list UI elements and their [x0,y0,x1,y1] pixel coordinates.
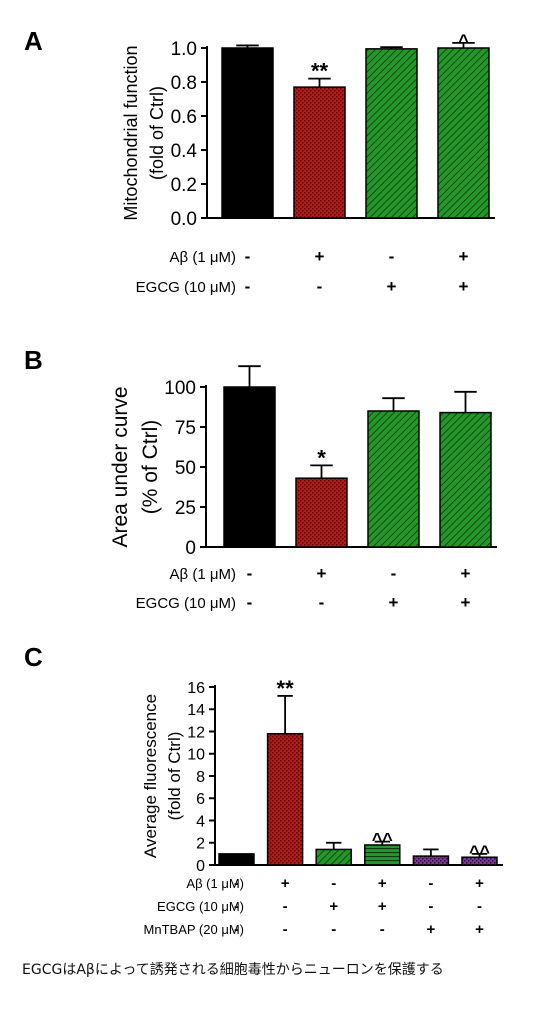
y-tick-label: 10 [187,747,205,764]
condition-mark: - [234,898,239,915]
condition-mark: - [234,921,239,938]
condition-mark: - [245,277,251,296]
condition-mark: - [428,875,433,892]
condition-label: EGCG (10 μM) [136,279,236,296]
y-axis-title: (% of Ctrl) [139,420,162,515]
condition-mark: - [331,921,336,938]
condition-mark: + [281,875,290,892]
y-tick-label: 8 [196,769,205,786]
condition-mark: - [428,898,433,915]
bar [437,47,490,219]
y-tick-label: 1.0 [171,39,197,60]
condition-label: Aβ (1 μM) [170,249,236,266]
figure-canvas: A Mitochondrial function (fold of Ctrl) 0.0… [24,26,503,938]
bar [218,853,255,866]
condition-mark: + [389,593,399,612]
condition-mark: + [317,564,327,583]
y-tick-label: 0 [185,538,196,559]
y-tick-label: 100 [164,378,196,399]
y-tick-label: 16 [187,680,205,697]
bar [293,86,346,219]
condition-mark: - [331,875,336,892]
condition-mark: - [380,921,385,938]
y-tick-label: 50 [175,458,196,479]
y-tick-label: 12 [187,724,205,741]
y-tick-label: 4 [196,813,205,830]
condition-mark: + [459,247,469,266]
condition-label: EGCG (10 μM) [136,595,236,612]
condition-mark: - [391,564,397,583]
bar [221,47,274,219]
y-tick-label: 25 [175,498,196,519]
significance-label: ** [311,59,329,84]
y-tick-label: 0 [196,858,205,875]
y-axis-title: Area under curve [109,386,132,547]
condition-mark: + [475,921,484,938]
bar [223,386,276,548]
y-axis-title: Mitochondrial function [121,45,141,220]
panel-label: B [24,345,43,375]
y-axis-title: Average fluorescence [141,694,160,858]
condition-mark: + [461,564,471,583]
y-tick-label: 2 [196,836,205,853]
condition-mark: - [247,593,253,612]
bar [315,848,352,866]
y-tick-label: 0.2 [171,175,197,196]
panel-label: A [24,26,43,56]
condition-label: Aβ (1 μM) [170,566,236,583]
bar [365,48,418,219]
condition-mark: - [283,898,288,915]
panel-c: C Average fluorescence (fold of Ctrl) 0 2 4 6 8… [24,642,503,938]
condition-mark: - [247,564,253,583]
figure-caption: EGCGはAβによって誘発される細胞毒性からニューロンを保護する [22,962,444,978]
bar [367,410,420,548]
condition-mark: + [387,277,397,296]
condition-mark: - [389,247,395,266]
panel-a: A Mitochondrial function (fold of Ctrl) 0.0… [24,26,495,296]
y-axis-title: (fold of Ctrl) [147,86,167,180]
panel-b: B Area under curve (% of Ctrl) 0 25 50 75 100 * A… [24,345,497,612]
bar [266,732,304,866]
condition-mark: - [317,277,323,296]
condition-mark: + [427,921,436,938]
bar [439,411,492,548]
y-tick-label: 0.0 [171,209,197,230]
bar [412,855,450,866]
condition-mark: + [459,277,469,296]
y-tick-label: 0.6 [171,107,197,128]
condition-mark: - [477,898,482,915]
condition-mark: - [319,593,325,612]
condition-mark: + [378,898,387,915]
y-axis-title: (fold of Ctrl) [165,732,184,821]
condition-mark: - [234,875,239,892]
panel-label: C [24,642,43,672]
y-tick-label: 6 [196,791,205,808]
condition-mark: + [329,898,338,915]
condition-label: EGCG (10 μM) [157,899,244,914]
bar [295,477,348,548]
condition-mark: + [461,593,471,612]
condition-label: MnTBAP (20 μM) [144,922,244,937]
condition-mark: + [315,247,325,266]
significance-label: ^^ [372,830,394,850]
condition-mark: - [245,247,251,266]
y-tick-label: 0.8 [171,73,197,94]
y-tick-label: 0.4 [171,141,198,162]
condition-mark: + [378,875,387,892]
condition-label: Aβ (1 μM) [186,876,244,891]
significance-label: * [317,445,326,470]
y-tick-label: 75 [175,418,196,439]
condition-mark: + [475,875,484,892]
y-tick-label: 14 [187,702,205,719]
significance-label: ^^ [469,842,491,862]
condition-mark: - [283,921,288,938]
significance-label: ** [277,676,295,701]
significance-label: ^ [458,31,469,51]
